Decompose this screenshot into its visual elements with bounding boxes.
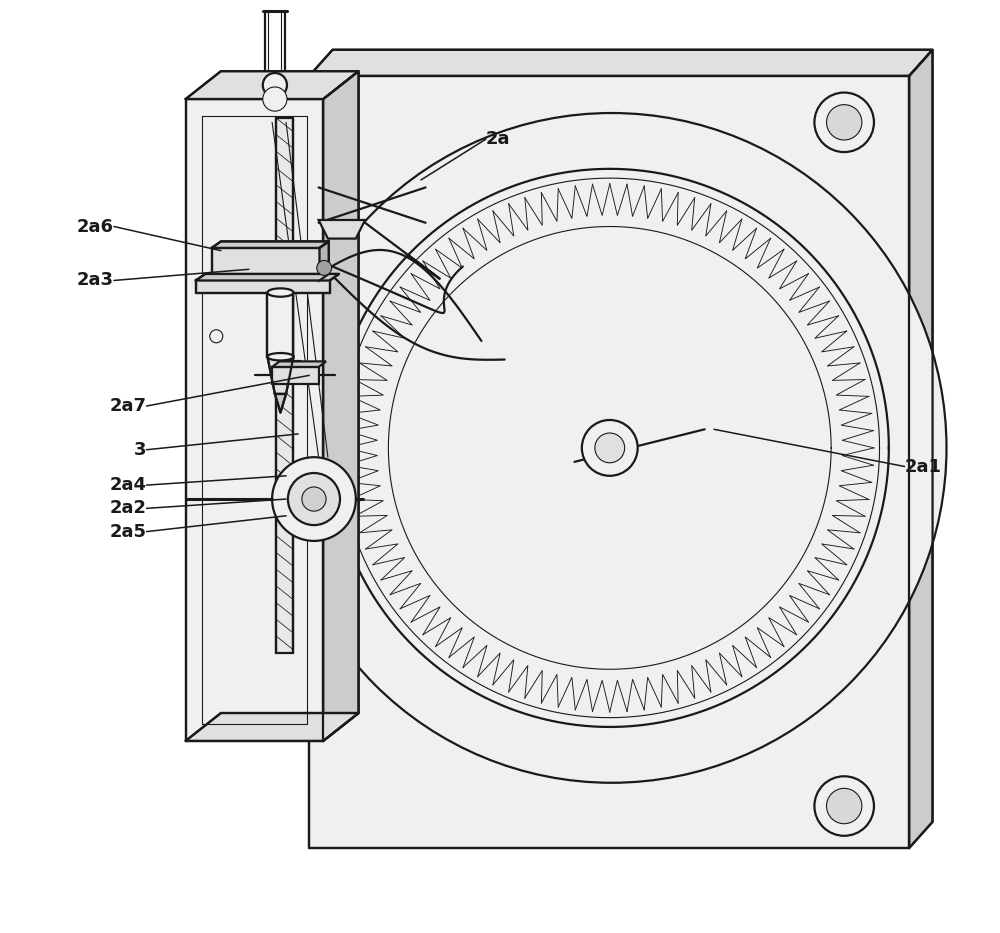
Polygon shape bbox=[309, 49, 933, 76]
Text: 2a7: 2a7 bbox=[110, 397, 147, 415]
Circle shape bbox=[302, 487, 326, 511]
Bar bbox=[272, 367, 319, 383]
Circle shape bbox=[814, 776, 874, 836]
Circle shape bbox=[277, 113, 947, 783]
Circle shape bbox=[288, 473, 340, 525]
Polygon shape bbox=[275, 394, 286, 412]
Text: 2a3: 2a3 bbox=[77, 272, 114, 289]
Circle shape bbox=[317, 260, 332, 275]
Polygon shape bbox=[186, 713, 359, 741]
Text: 2a6: 2a6 bbox=[77, 217, 114, 235]
Circle shape bbox=[827, 104, 862, 140]
Polygon shape bbox=[272, 361, 326, 367]
Polygon shape bbox=[267, 356, 293, 394]
Circle shape bbox=[582, 420, 638, 476]
Text: 2a1: 2a1 bbox=[905, 457, 942, 476]
Circle shape bbox=[814, 92, 874, 152]
Polygon shape bbox=[320, 242, 329, 281]
Text: 2a2: 2a2 bbox=[110, 499, 147, 518]
Polygon shape bbox=[196, 274, 339, 281]
Circle shape bbox=[827, 788, 862, 824]
Ellipse shape bbox=[267, 353, 293, 360]
Circle shape bbox=[595, 433, 625, 463]
Polygon shape bbox=[323, 71, 359, 741]
Polygon shape bbox=[196, 281, 330, 293]
Ellipse shape bbox=[267, 288, 293, 297]
Polygon shape bbox=[212, 242, 329, 248]
Text: 2a: 2a bbox=[486, 130, 511, 148]
Text: 3: 3 bbox=[134, 440, 147, 459]
Circle shape bbox=[272, 457, 356, 541]
Polygon shape bbox=[309, 76, 909, 848]
Polygon shape bbox=[267, 293, 293, 356]
Polygon shape bbox=[909, 49, 933, 848]
Polygon shape bbox=[212, 248, 320, 281]
Text: 2a5: 2a5 bbox=[110, 522, 147, 540]
Text: 2a4: 2a4 bbox=[110, 476, 147, 494]
Polygon shape bbox=[186, 71, 359, 99]
Polygon shape bbox=[186, 99, 323, 741]
Polygon shape bbox=[319, 220, 365, 239]
Circle shape bbox=[263, 73, 287, 97]
Polygon shape bbox=[276, 118, 293, 652]
Circle shape bbox=[263, 87, 287, 111]
